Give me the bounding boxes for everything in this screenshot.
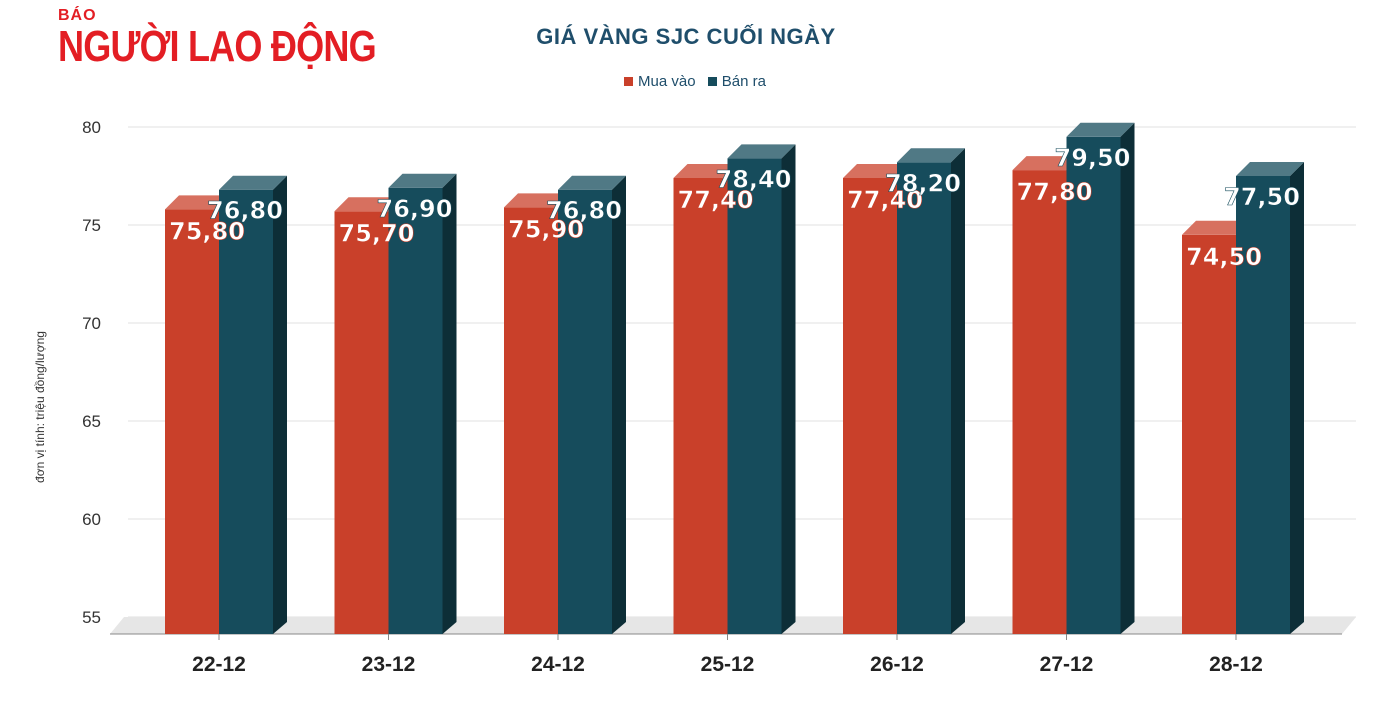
bar-buy [843, 177, 897, 634]
y-tick-label: 55 [82, 608, 101, 627]
bar-sell-side [1290, 162, 1304, 634]
bar-sell-top [1066, 122, 1135, 137]
bar-sell-top [388, 173, 457, 188]
legend-item-buy: Mua vào [624, 73, 696, 90]
x-tick-label: 23-12 [362, 653, 416, 676]
chart-title: GIÁ VÀNG SJC CUỐI NGÀY [536, 24, 836, 49]
bar-buy [165, 209, 219, 634]
x-tick-label: 26-12 [870, 653, 924, 676]
bar-buy-top [843, 163, 911, 178]
data-label-buy: 77,40 [847, 186, 923, 214]
data-label-buy: 75,70 [339, 219, 415, 247]
bar-sell [1236, 176, 1290, 634]
chart-legend: Mua vào Bán ra [0, 73, 1388, 90]
logo-big-text: NGƯỜI LAO ĐỘNG [58, 22, 377, 71]
bar-sell-top [897, 148, 965, 163]
y-tick-label: 60 [82, 510, 101, 529]
bar-sell [388, 187, 443, 634]
bar-sell-side [1120, 122, 1135, 635]
bar-sell-side [442, 173, 457, 634]
bar-sell [727, 158, 782, 635]
y-tick-label: 65 [82, 412, 101, 431]
legend-swatch-buy [624, 77, 634, 86]
bar-buy-top [1012, 156, 1081, 171]
legend-swatch-sell [707, 77, 717, 86]
x-tick-label: 28-12 [1209, 653, 1263, 676]
x-tick-label: 24-12 [531, 653, 585, 676]
x-tick-label: 22-12 [192, 653, 246, 676]
data-label-sell: 79,50 [1055, 144, 1131, 172]
data-label-buy: 75,80 [169, 217, 245, 245]
bar-sell-side [612, 175, 626, 634]
y-tick-label: 70 [82, 314, 101, 333]
x-tick-label: 27-12 [1040, 653, 1094, 676]
data-label-sell: 78,20 [885, 169, 961, 197]
y-tick-label: 75 [82, 216, 101, 235]
bar-buy [673, 177, 728, 634]
bar-sell-top [1236, 162, 1304, 176]
bar-buy [504, 207, 558, 635]
y-tick-label: 80 [82, 118, 101, 137]
bar-buy [1182, 234, 1236, 635]
bar-sell-top [558, 175, 626, 190]
bar-buy-top [673, 163, 742, 178]
x-tick-label: 25-12 [701, 653, 755, 676]
legend-item-sell: Bán ra [707, 73, 766, 90]
data-label-buy: 77,80 [1017, 178, 1093, 206]
bar-sell [558, 189, 612, 634]
bar-buy-top [1182, 220, 1250, 235]
bar-sell-side [951, 148, 965, 634]
bar-buy-top [334, 197, 403, 212]
bar-sell-top [219, 175, 287, 190]
data-label-buy: 77,40 [678, 186, 754, 214]
legend-label-buy: Mua vào [638, 73, 696, 90]
bar-sell-side [273, 175, 287, 634]
data-label-sell: 76,90 [377, 195, 453, 223]
data-label-sell: 78,40 [716, 165, 792, 193]
bar-sell [897, 162, 951, 634]
data-label-buy: 75,90 [508, 215, 584, 243]
logo-small-text: BÁO [58, 7, 97, 24]
bar-sell [219, 189, 273, 634]
legend-label-sell: Bán ra [721, 73, 766, 90]
bar-buy [1012, 170, 1067, 634]
data-label-buy: 74,50 [1186, 243, 1262, 271]
bar-sell-top [727, 144, 796, 159]
bar-sell-side [781, 144, 796, 635]
data-label-sell: 76,80 [207, 197, 283, 225]
bar-buy-top [165, 195, 233, 210]
newspaper-logo: BÁO NGƯỜI LAO ĐỘNG [58, 8, 446, 70]
data-label-sell: 77,50 [1224, 183, 1300, 211]
bar-buy-top [504, 193, 572, 208]
bar-sell [1066, 136, 1121, 635]
bar-buy [334, 211, 389, 634]
data-label-sell: 76,80 [546, 197, 622, 225]
